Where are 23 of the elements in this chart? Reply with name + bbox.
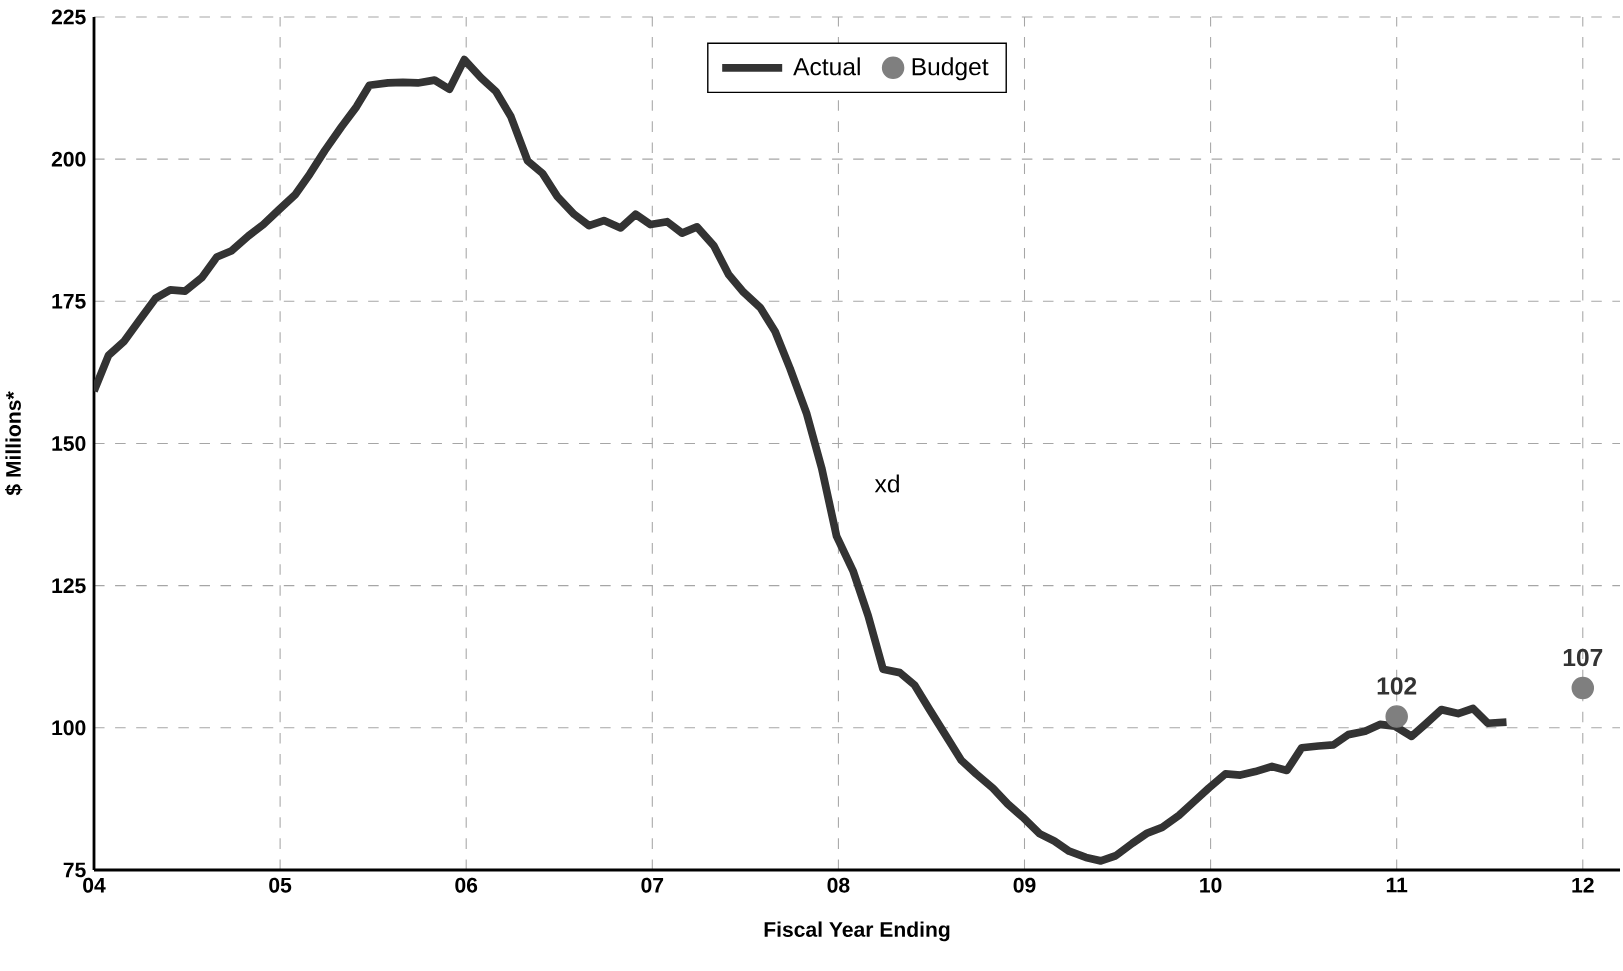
- x-tick-label: 10: [1200, 877, 1222, 893]
- data-label: 102: [1377, 677, 1417, 695]
- y-tick-label: 150: [52, 436, 86, 451]
- x-tick-label: 06: [455, 877, 478, 893]
- legend-label: Budget: [912, 57, 989, 81]
- x-tick-label: 12: [1572, 877, 1594, 893]
- y-tick-label: 225: [51, 9, 86, 25]
- y-tick-label: 100: [52, 720, 86, 736]
- x-tick-label: 04: [83, 877, 106, 893]
- x-axis-title: Fiscal Year Ending: [764, 921, 950, 942]
- x-tick-label: 09: [1013, 877, 1036, 893]
- legend-label: Actual: [793, 57, 860, 76]
- y-tick-label: 125: [52, 578, 86, 594]
- x-tick-label: 07: [641, 877, 664, 893]
- y-tick-label: 200: [51, 151, 86, 167]
- x-tick-label: 08: [827, 877, 850, 893]
- y-axis-title: $ Millions*: [5, 391, 23, 496]
- x-tick-label: 11: [1386, 877, 1408, 893]
- data-label: 107: [1563, 648, 1603, 667]
- y-tick-label: 175: [52, 293, 86, 309]
- x-tick-label: 05: [269, 877, 292, 893]
- annotation: xd: [874, 474, 899, 493]
- y-tick-label: 75: [63, 862, 86, 878]
